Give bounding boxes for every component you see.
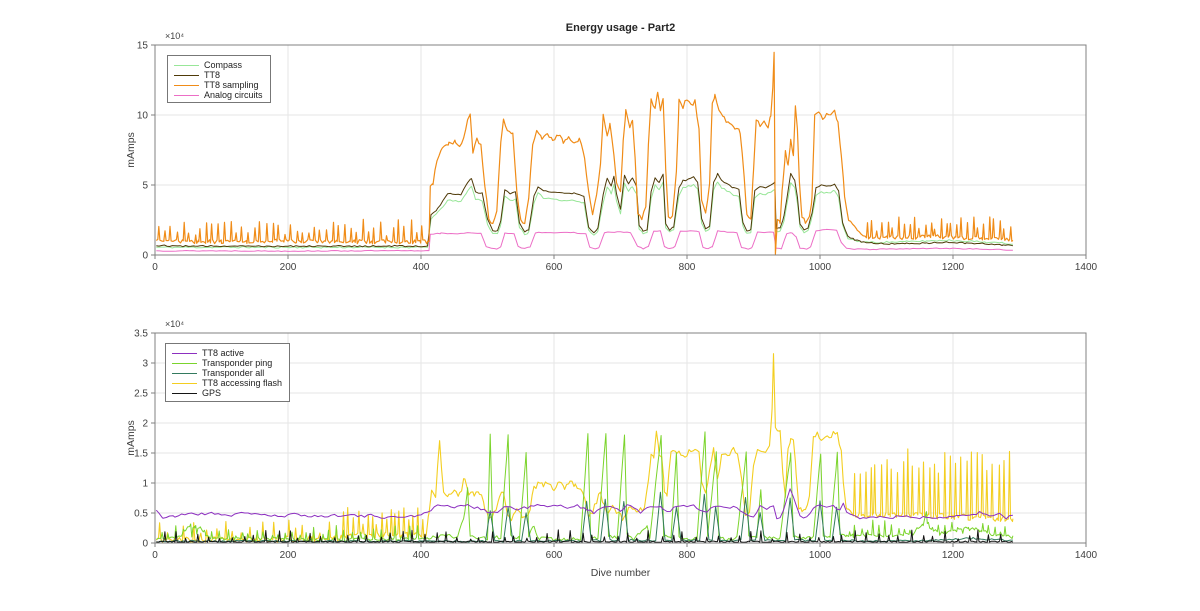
x-tick-label: 200 [280, 550, 297, 561]
legend-line-swatch [174, 84, 199, 86]
x-tick-label: 1000 [809, 550, 832, 561]
y-tick-label: 2 [142, 419, 148, 430]
axes-box [154, 44, 1087, 256]
x-tick-label: 600 [546, 550, 563, 561]
y-tick-label: 2.5 [134, 389, 148, 400]
legend-entry-tt8-active: TT8 active [172, 348, 282, 358]
series-gps [156, 529, 1014, 543]
legend-label: TT8 active [202, 348, 245, 358]
x-tick-label: 1000 [809, 262, 832, 273]
legend-entry-transponder-ping: Transponder ping [172, 358, 282, 368]
bottom-y-exponent-label: ×10⁴ [165, 319, 185, 329]
y-tick-label: 0 [142, 251, 148, 262]
legend-line-swatch [174, 94, 199, 96]
x-tick-label: 400 [413, 262, 430, 273]
series-transponder-ping [156, 431, 1014, 542]
legend-entry-compass: Compass [174, 60, 263, 70]
x-tick-label: 200 [280, 262, 297, 273]
x-axis-label: Dive number [590, 567, 651, 579]
legend-label: Analog circuits [204, 90, 263, 100]
legend-line-swatch [172, 362, 197, 364]
legend-line-swatch [174, 74, 199, 76]
top-y-exponent-label: ×10⁴ [165, 31, 185, 41]
legend-line-swatch [172, 372, 197, 374]
legend-line-swatch [172, 382, 197, 384]
legend-label: Compass [204, 60, 243, 70]
chart-title: Energy usage - Part2 [565, 22, 676, 34]
legend-label: TT8 sampling [204, 80, 259, 90]
y-tick-label: 0 [142, 539, 148, 550]
top-y-axis-label: mAmps [125, 132, 137, 168]
legend-line-swatch [172, 352, 197, 354]
x-tick-label: 1400 [1075, 550, 1098, 561]
y-tick-label: 3.5 [134, 329, 148, 340]
axes-box [154, 332, 1087, 544]
legend-entry-transponder-all: Transponder all [172, 368, 282, 378]
legend-line-swatch [174, 64, 199, 66]
y-tick-label: 1.5 [134, 449, 148, 460]
x-tick-label: 800 [679, 550, 696, 561]
legend-label: Transponder all [202, 368, 265, 378]
legend-line-swatch [172, 392, 197, 394]
x-tick-label: 800 [679, 262, 696, 273]
x-tick-label: 600 [546, 262, 563, 273]
legend-label: GPS [202, 388, 222, 398]
legend-entry-tt8: TT8 [174, 70, 263, 80]
legend-entry-gps: GPS [172, 388, 282, 398]
top-legend: Compass TT8 TT8 sampling Analog circuits [167, 55, 271, 103]
x-tick-label: 0 [152, 550, 158, 561]
legend-label: TT8 accessing flash [202, 378, 283, 388]
legend-entry-analog-circuits: Analog circuits [174, 90, 263, 100]
y-tick-label: 15 [137, 41, 149, 52]
x-tick-label: 400 [413, 550, 430, 561]
legend-entry-tt8-sampling: TT8 sampling [174, 80, 263, 90]
axes-top: 0 200 400 600 800 1000 1200 1400 0 5 10 15 [137, 41, 1098, 274]
x-tick-label: 1200 [942, 550, 965, 561]
y-tick-label: 0.5 [134, 509, 148, 520]
x-tick-label: 0 [152, 262, 158, 273]
axes-bottom: 0 200 400 600 800 1000 1200 1400 0 0.5 1 1.5 2 2.5 3 3.… [134, 329, 1097, 562]
legend-label: TT8 [204, 70, 221, 80]
series-analog-circuits [156, 228, 1013, 252]
y-tick-label: 1 [142, 479, 148, 490]
series-tt8-sampling [155, 51, 1014, 255]
y-tick-label: 3 [142, 359, 148, 370]
bottom-y-axis-label: mAmps [125, 420, 137, 456]
series-tt8-active [155, 488, 1013, 520]
x-tick-label: 1400 [1075, 262, 1098, 273]
x-tick-label: 1200 [942, 262, 965, 273]
series-tt8 [156, 172, 1014, 248]
y-tick-label: 5 [142, 181, 148, 192]
legend-entry-tt8-accessing-flash: TT8 accessing flash [172, 378, 282, 388]
legend-label: Transponder ping [202, 358, 273, 368]
bottom-legend: TT8 active Transponder ping Transponder al… [165, 343, 291, 402]
y-tick-label: 10 [137, 111, 149, 122]
series-compass [156, 181, 1013, 249]
